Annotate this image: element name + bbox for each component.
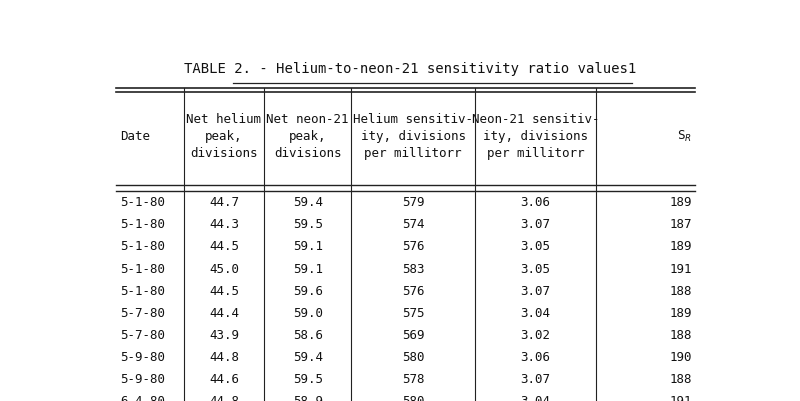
Text: 3.06: 3.06 (521, 196, 550, 209)
Text: 576: 576 (402, 284, 424, 297)
Text: 188: 188 (670, 328, 692, 341)
Text: 44.4: 44.4 (209, 306, 239, 319)
Text: Date: Date (121, 130, 150, 143)
Text: 44.3: 44.3 (209, 218, 239, 231)
Text: 44.8: 44.8 (209, 394, 239, 401)
Text: 580: 580 (402, 350, 424, 363)
Text: S$_R$: S$_R$ (678, 129, 692, 144)
Text: 3.07: 3.07 (521, 372, 550, 385)
Text: 5-9-80: 5-9-80 (121, 372, 166, 385)
Text: 575: 575 (402, 306, 424, 319)
Text: Neon-21 sensitiv-
ity, divisions
per millitorr: Neon-21 sensitiv- ity, divisions per mil… (472, 113, 599, 160)
Text: 189: 189 (670, 240, 692, 253)
Text: 576: 576 (402, 240, 424, 253)
Text: 5-1-80: 5-1-80 (121, 240, 166, 253)
Text: 59.1: 59.1 (293, 262, 322, 275)
Text: 188: 188 (670, 372, 692, 385)
Text: 44.5: 44.5 (209, 284, 239, 297)
Text: 44.5: 44.5 (209, 240, 239, 253)
Text: 44.7: 44.7 (209, 196, 239, 209)
Text: 59.5: 59.5 (293, 218, 322, 231)
Text: 3.04: 3.04 (521, 394, 550, 401)
Text: 580: 580 (402, 394, 424, 401)
Text: 3.07: 3.07 (521, 284, 550, 297)
Text: 59.4: 59.4 (293, 350, 322, 363)
Text: 188: 188 (670, 284, 692, 297)
Text: 583: 583 (402, 262, 424, 275)
Text: TABLE 2. - Helium-to-neon-21 sensitivity ratio values1: TABLE 2. - Helium-to-neon-21 sensitivity… (184, 62, 636, 76)
Text: 574: 574 (402, 218, 424, 231)
Text: Helium sensitiv-
ity, divisions
per millitorr: Helium sensitiv- ity, divisions per mill… (353, 113, 473, 160)
Text: 6-4-80: 6-4-80 (121, 394, 166, 401)
Text: 59.4: 59.4 (293, 196, 322, 209)
Text: 44.8: 44.8 (209, 350, 239, 363)
Text: 187: 187 (670, 218, 692, 231)
Text: Net neon-21
peak,
divisions: Net neon-21 peak, divisions (266, 113, 349, 160)
Text: 569: 569 (402, 328, 424, 341)
Text: 44.6: 44.6 (209, 372, 239, 385)
Text: 58.6: 58.6 (293, 328, 322, 341)
Text: 59.5: 59.5 (293, 372, 322, 385)
Text: 5-1-80: 5-1-80 (121, 218, 166, 231)
Text: 5-7-80: 5-7-80 (121, 306, 166, 319)
Text: 5-1-80: 5-1-80 (121, 284, 166, 297)
Text: 190: 190 (670, 350, 692, 363)
Text: 43.9: 43.9 (209, 328, 239, 341)
Text: 59.1: 59.1 (293, 240, 322, 253)
Text: Net helium
peak,
divisions: Net helium peak, divisions (186, 113, 262, 160)
Text: 3.05: 3.05 (521, 240, 550, 253)
Text: 578: 578 (402, 372, 424, 385)
Text: 3.05: 3.05 (521, 262, 550, 275)
Text: 191: 191 (670, 394, 692, 401)
Text: 59.0: 59.0 (293, 306, 322, 319)
Text: 579: 579 (402, 196, 424, 209)
Text: 5-1-80: 5-1-80 (121, 262, 166, 275)
Text: 45.0: 45.0 (209, 262, 239, 275)
Text: 3.06: 3.06 (521, 350, 550, 363)
Text: 5-7-80: 5-7-80 (121, 328, 166, 341)
Text: 3.02: 3.02 (521, 328, 550, 341)
Text: 189: 189 (670, 306, 692, 319)
Text: 5-9-80: 5-9-80 (121, 350, 166, 363)
Text: 58.9: 58.9 (293, 394, 322, 401)
Text: 59.6: 59.6 (293, 284, 322, 297)
Text: 189: 189 (670, 196, 692, 209)
Text: 191: 191 (670, 262, 692, 275)
Text: 3.07: 3.07 (521, 218, 550, 231)
Text: 5-1-80: 5-1-80 (121, 196, 166, 209)
Text: 3.04: 3.04 (521, 306, 550, 319)
